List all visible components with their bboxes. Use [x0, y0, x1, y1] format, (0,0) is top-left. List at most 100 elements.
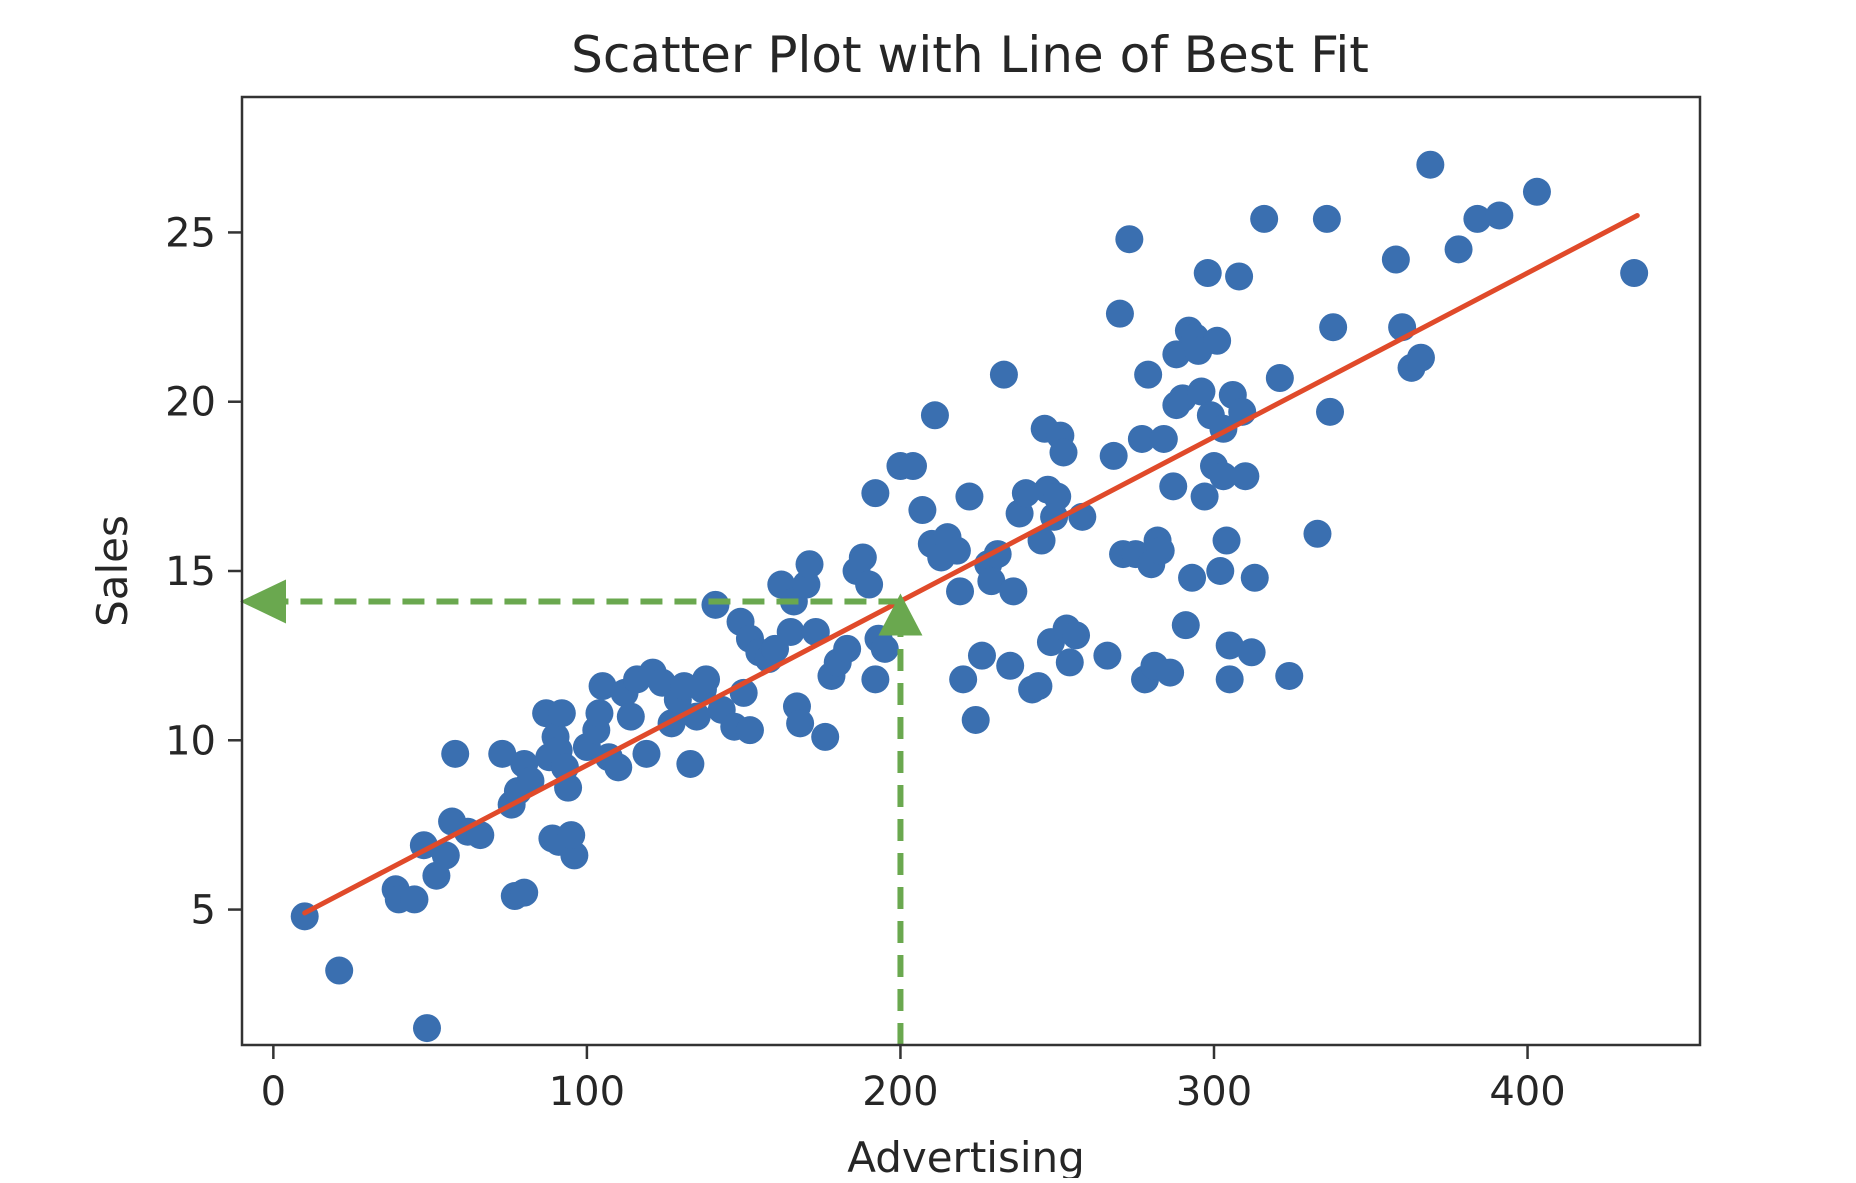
data-point — [1620, 259, 1649, 288]
data-point — [1319, 313, 1348, 342]
data-point — [1381, 245, 1410, 274]
data-point — [1193, 259, 1222, 288]
data-point — [1171, 611, 1200, 640]
x-tick-label: 0 — [261, 1069, 286, 1115]
data-point — [1105, 299, 1134, 328]
data-point — [400, 885, 429, 914]
data-point — [908, 496, 937, 525]
data-point — [510, 878, 539, 907]
data-point — [1225, 262, 1254, 291]
data-point — [786, 709, 815, 738]
data-point — [801, 617, 830, 646]
data-point — [1190, 482, 1219, 511]
data-point — [604, 753, 633, 782]
y-tick-label: 20 — [165, 380, 216, 426]
data-point — [516, 766, 545, 795]
data-point — [1178, 563, 1207, 592]
data-point — [1049, 438, 1078, 467]
data-point — [1159, 472, 1188, 501]
data-point — [942, 536, 971, 565]
data-point — [870, 634, 899, 663]
data-point — [1134, 360, 1163, 389]
data-point — [676, 749, 705, 778]
y-axis-label: Sales — [88, 515, 137, 627]
y-tick-label: 25 — [165, 210, 216, 256]
data-point — [861, 479, 890, 508]
data-point — [1146, 536, 1175, 565]
y-axis: 5 10 15 20 25 — [165, 210, 242, 934]
data-point — [1209, 462, 1238, 491]
data-point — [632, 739, 661, 768]
data-point — [1463, 204, 1492, 233]
x-tick-label: 300 — [1176, 1069, 1252, 1115]
data-point — [1011, 479, 1040, 508]
data-point — [1149, 424, 1178, 453]
data-point — [1406, 343, 1435, 372]
data-point — [701, 590, 730, 619]
x-tick-label: 200 — [862, 1069, 938, 1115]
data-point — [431, 841, 460, 870]
data-point — [776, 617, 805, 646]
x-tick-label: 400 — [1489, 1069, 1565, 1115]
data-point — [1115, 225, 1144, 254]
data-point — [795, 550, 824, 579]
data-point — [861, 665, 890, 694]
data-point — [588, 672, 617, 701]
data-point — [955, 482, 984, 511]
data-point — [1162, 340, 1191, 369]
x-axis-label: Advertising — [847, 1133, 1085, 1178]
data-point — [967, 641, 996, 670]
guide-arrowhead-left — [240, 579, 286, 624]
data-point — [488, 739, 517, 768]
data-point — [735, 716, 764, 745]
data-point — [1485, 201, 1514, 230]
data-point — [1215, 631, 1244, 660]
data-point — [1316, 397, 1345, 426]
data-point — [412, 1014, 441, 1043]
data-point — [833, 634, 862, 663]
data-point — [441, 739, 470, 768]
data-point — [1062, 621, 1091, 650]
data-point — [989, 360, 1018, 389]
data-point — [1215, 665, 1244, 694]
data-point — [616, 702, 645, 731]
data-point — [977, 567, 1006, 596]
best-fit-line — [302, 213, 1640, 916]
data-point — [1099, 441, 1128, 470]
data-point — [585, 699, 614, 728]
data-point — [466, 821, 495, 850]
data-point — [855, 570, 884, 599]
data-point — [1250, 204, 1279, 233]
data-point — [946, 577, 975, 606]
data-point — [1275, 661, 1304, 690]
data-point — [1237, 638, 1266, 667]
data-point — [1416, 150, 1445, 179]
data-point — [1055, 648, 1084, 677]
data-point — [1093, 641, 1122, 670]
data-point — [1203, 326, 1232, 355]
data-point — [1231, 462, 1260, 491]
data-point — [920, 401, 949, 430]
data-point — [1187, 377, 1216, 406]
data-point — [1312, 204, 1341, 233]
y-tick-label: 5 — [191, 888, 216, 934]
plot-area — [240, 150, 1649, 1045]
plot-frame — [240, 95, 1702, 1047]
data-point — [1024, 672, 1053, 701]
data-point — [1127, 424, 1156, 453]
data-point — [811, 722, 840, 751]
data-point — [1522, 177, 1551, 206]
x-tick-label: 100 — [549, 1069, 625, 1115]
data-point — [1206, 557, 1235, 585]
data-point — [996, 651, 1025, 680]
data-point — [1265, 364, 1294, 393]
data-point — [999, 577, 1028, 606]
x-axis: 0 100 200 300 400 — [261, 1045, 1566, 1115]
y-tick-label: 10 — [165, 718, 216, 764]
data-point — [692, 665, 721, 694]
data-point — [1156, 658, 1185, 687]
data-point — [1303, 519, 1332, 548]
data-point — [961, 705, 990, 734]
